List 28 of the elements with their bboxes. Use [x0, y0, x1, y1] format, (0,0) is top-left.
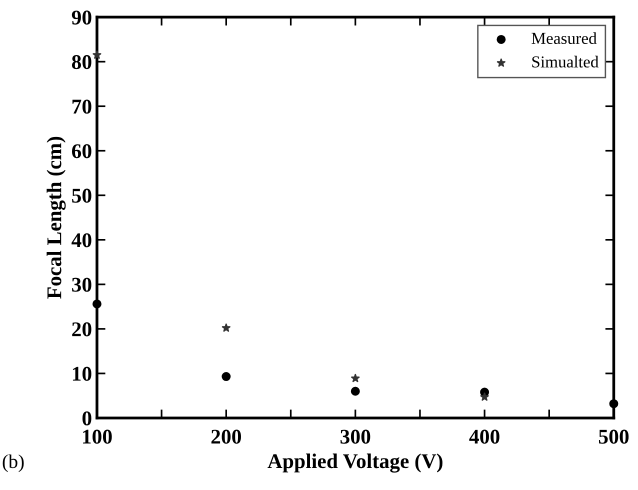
y-axis-title: Focal Length (cm) [46, 136, 66, 299]
x-tick-label: 300 [340, 430, 370, 444]
y-tick-label: 70 [72, 100, 92, 114]
y-tick-label: 0 [82, 411, 92, 426]
x-tick-label: 100 [83, 430, 112, 444]
y-tick-label: 30 [72, 278, 92, 292]
x-axis-title: Applied Voltage (V) [268, 454, 442, 473]
x-tick-label: 200 [211, 430, 241, 444]
text: (b) [2, 454, 24, 472]
y-tick-label: 20 [72, 322, 92, 336]
legend-label: Measured [532, 32, 597, 44]
x-tick-label: 400 [469, 430, 500, 444]
y-tick-label: 40 [72, 233, 92, 248]
x-tick-label: 500 [598, 430, 629, 444]
point [222, 372, 231, 382]
point [609, 399, 618, 408]
point [92, 299, 102, 308]
point [222, 324, 230, 332]
y-tick-label: 80 [72, 55, 92, 70]
y-tick-label: 50 [72, 188, 92, 203]
point [92, 50, 102, 59]
y-tick-label: 10 [72, 366, 92, 381]
legend-label: Simualted [532, 56, 599, 68]
point [480, 392, 489, 401]
y-tick-label: 60 [72, 144, 92, 158]
y-tick-label: 90 [72, 10, 92, 25]
point [351, 374, 360, 382]
point [350, 386, 360, 396]
